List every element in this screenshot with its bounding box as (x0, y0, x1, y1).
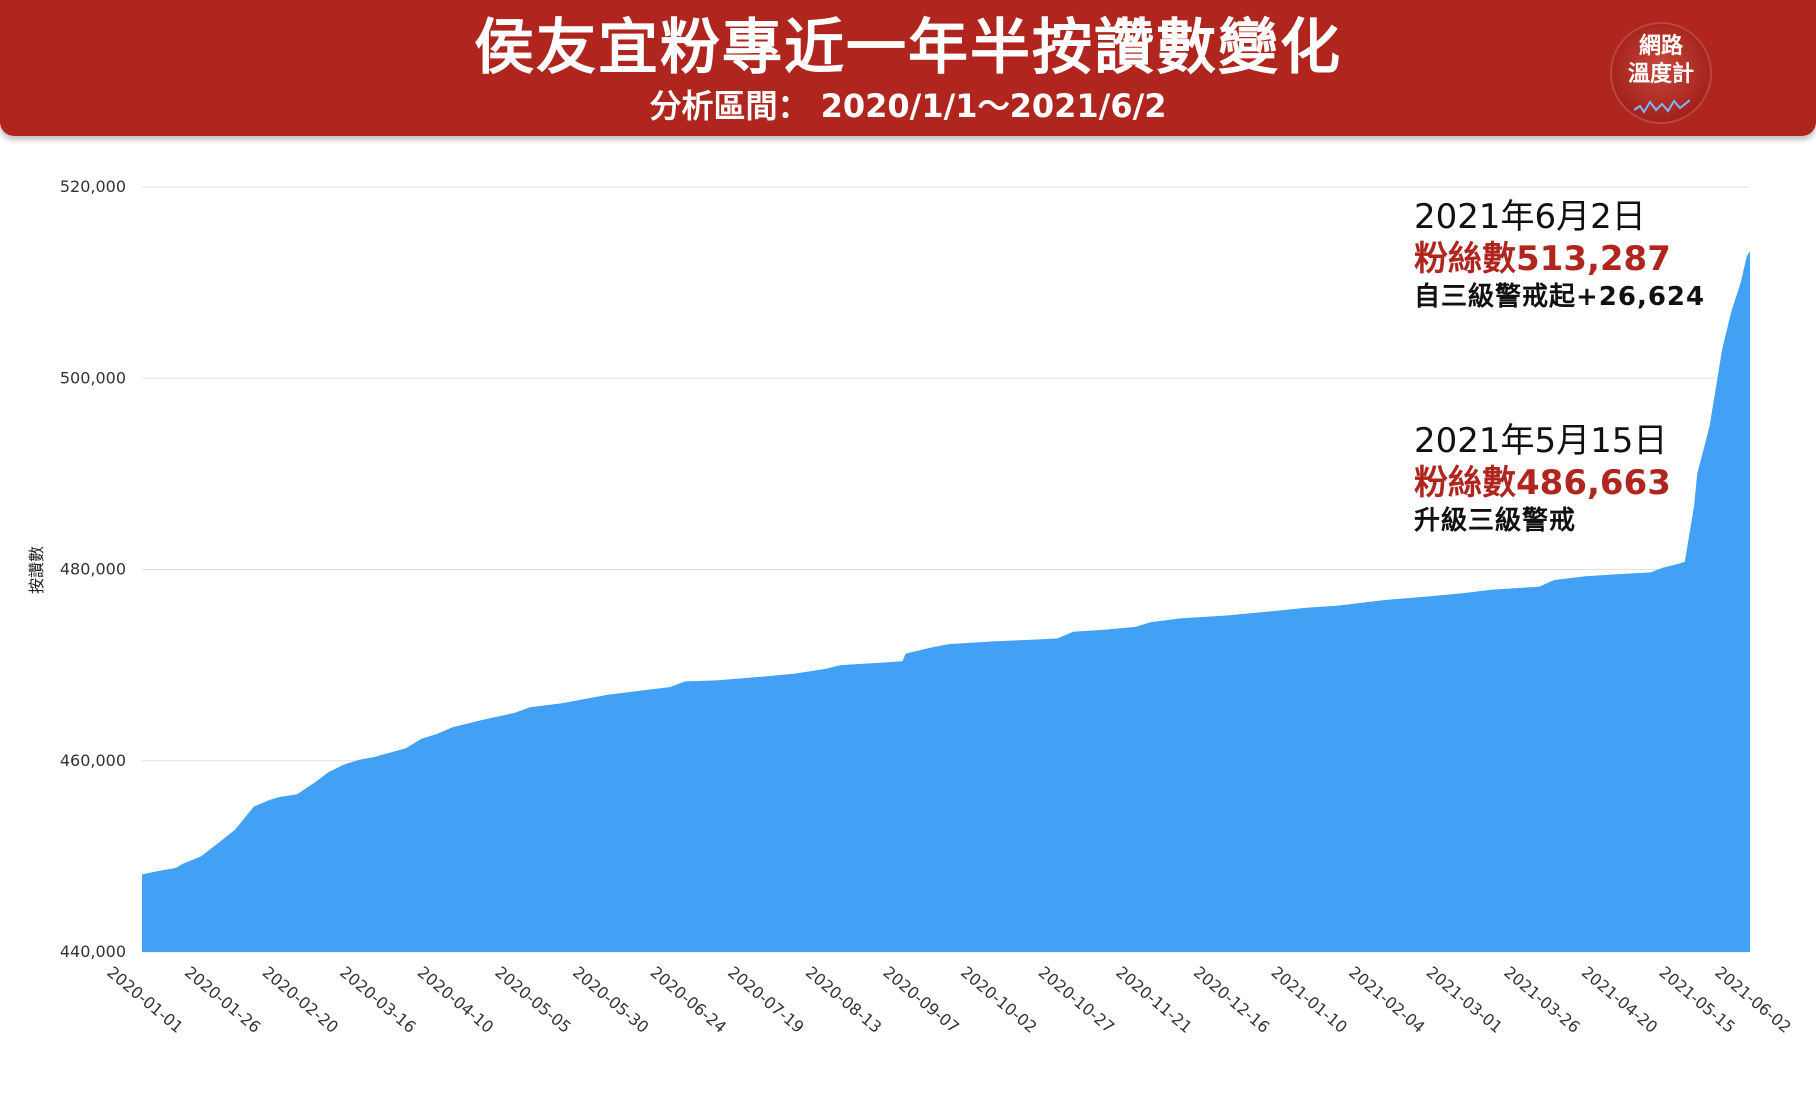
x-tick-label: 2020-11-21 (1112, 963, 1195, 1037)
x-tick-label: 2020-02-20 (259, 963, 342, 1037)
x-tick-label: 2020-04-10 (414, 963, 497, 1037)
x-tick-label: 2020-09-07 (880, 963, 963, 1037)
area-chart: 440,000 460,000 480,000 500,000 520,000 2020… (27, 177, 1795, 1037)
y-tick-label: 520,000 (60, 177, 126, 196)
page-title: 侯友宜粉專近一年半按讚數變化 (474, 13, 1342, 83)
y-tick-label: 440,000 (60, 942, 126, 961)
x-tick-label: 2021-02-04 (1345, 963, 1428, 1037)
y-axis-label: 按讚數 (27, 546, 46, 594)
annotation-jun2-date: 2021年6月2日 (1414, 197, 1646, 237)
annotation-may15-note: 升級三級警戒 (1414, 506, 1577, 536)
x-tick-label: 2020-10-02 (957, 963, 1040, 1037)
annotation-jun2-value: 粉絲數513,287 (1414, 239, 1671, 279)
x-tick-label: 2021-03-26 (1500, 963, 1583, 1037)
x-tick-label: 2021-01-10 (1268, 963, 1351, 1037)
y-tick-label: 480,000 (60, 560, 126, 579)
annotation-jun2-note: 自三級警戒起+26,624 (1414, 282, 1706, 312)
x-tick-label: 2020-10-27 (1035, 963, 1118, 1037)
x-tick-label: 2020-07-19 (724, 963, 807, 1037)
x-tick-label: 2020-05-05 (491, 963, 574, 1037)
logo-text-line2: 溫度計 (1627, 62, 1694, 87)
x-tick-label: 2021-03-01 (1423, 963, 1506, 1037)
annotation-may15-date: 2021年5月15日 (1414, 421, 1668, 461)
pulse-wave-icon (1634, 99, 1690, 114)
y-tick-label: 500,000 (60, 368, 126, 387)
y-tick-label: 460,000 (60, 751, 126, 770)
annotation-may15-value: 粉絲數486,663 (1414, 463, 1671, 503)
header-banner: 侯友宜粉專近一年半按讚數變化 分析區間： 2020/1/1～2021/6/2 網… (0, 0, 1816, 136)
brand-logo: 網路 溫度計 (1612, 24, 1710, 122)
likes-area-series (142, 251, 1750, 952)
logo-text-line1: 網路 (1638, 34, 1683, 59)
page-subtitle: 分析區間： 2020/1/1～2021/6/2 (649, 87, 1167, 125)
x-tick-label: 2020-01-01 (103, 963, 186, 1037)
x-tick-label: 2020-08-13 (802, 963, 885, 1037)
x-tick-label: 2021-04-20 (1578, 963, 1661, 1037)
x-tick-label: 2020-01-26 (181, 963, 264, 1037)
x-tick-label: 2020-12-16 (1190, 963, 1273, 1037)
annotation-jun2: 2021年6月2日 粉絲數513,287 自三級警戒起+26,624 (1414, 196, 1705, 314)
x-tick-label: 2020-05-30 (569, 963, 652, 1037)
x-tick-label: 2020-06-24 (647, 963, 730, 1037)
annotation-may15: 2021年5月15日 粉絲數486,663 升級三級警戒 (1414, 420, 1671, 538)
x-tick-label: 2020-03-16 (336, 963, 419, 1037)
